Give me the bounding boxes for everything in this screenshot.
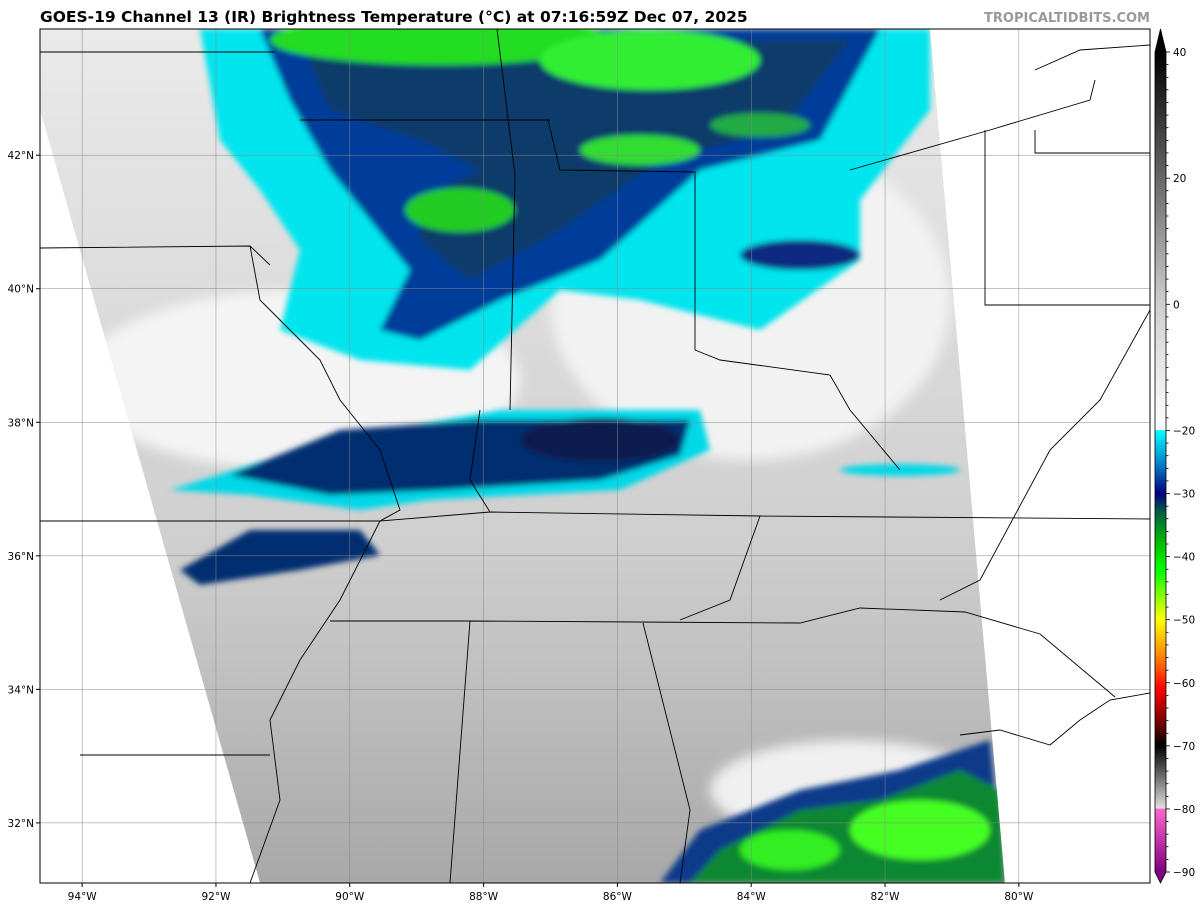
lon-tick-label: 90°W	[335, 891, 365, 903]
colorbar-tick-label: 0	[1173, 299, 1180, 311]
lon-tick-label: 84°W	[737, 891, 767, 903]
lon-tick-label: 86°W	[603, 891, 633, 903]
brand-watermark: TROPICALTIDBITS.COM	[984, 11, 1150, 26]
lat-tick-label: 36°N	[8, 551, 34, 563]
colorbar-tick-label: −60	[1173, 678, 1195, 690]
colorbar-tick-label: −50	[1173, 615, 1195, 627]
river-boundaries	[249, 245, 761, 883]
colorbar-tick-label: −90	[1173, 867, 1195, 879]
colorbar-tick-label: −30	[1173, 489, 1195, 501]
colorbar-tick-label: −80	[1173, 804, 1195, 816]
graticule	[40, 29, 1150, 883]
map-area	[40, 29, 1150, 883]
colorbar-tick-label: 20	[1173, 173, 1186, 185]
colorbar-bar	[1154, 28, 1167, 884]
lon-tick-label: 80°W	[1004, 891, 1034, 903]
cloud-cold-tops	[170, 29, 1005, 883]
boundaries	[40, 29, 1150, 883]
colorbar: 40 20 0 −20 −30 −40 −50 −60 −70 −80 −90	[1154, 28, 1195, 884]
lat-tick-label: 40°N	[8, 284, 34, 296]
lat-tick-label: 34°N	[8, 684, 34, 696]
map-title: GOES-19 Channel 13 (IR) Brightness Tempe…	[40, 8, 748, 26]
colorbar-tick-label: −20	[1173, 425, 1195, 437]
coastline	[849, 44, 1150, 746]
map-frame	[39, 28, 1151, 884]
lon-tick-label: 94°W	[68, 891, 98, 903]
colorbar-tick-label: −70	[1173, 741, 1195, 753]
lon-tick-label: 82°W	[871, 891, 901, 903]
satellite-imagery	[40, 29, 1005, 883]
lon-tick-label: 92°W	[201, 891, 231, 903]
lon-tick-label: 88°W	[469, 891, 499, 903]
lat-tick-label: 42°N	[8, 150, 34, 162]
colorbar-tick-label: −40	[1173, 552, 1195, 564]
lat-tick-label: 38°N	[8, 417, 34, 429]
colorbar-tick-label: 40	[1173, 47, 1186, 59]
lat-tick-label: 32°N	[8, 818, 34, 830]
